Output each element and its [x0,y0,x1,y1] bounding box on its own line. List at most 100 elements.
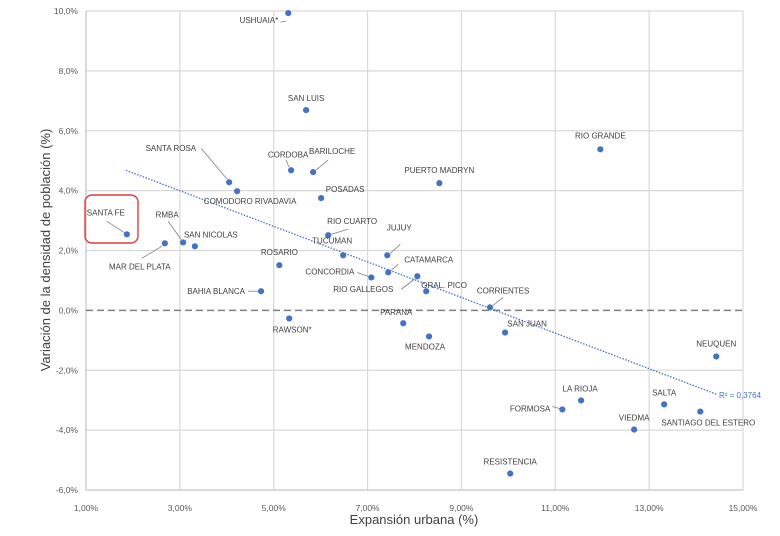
data-point-posadas [318,195,325,202]
x-tick-label: 3,00% [168,503,193,513]
data-point-corrientes [486,304,494,311]
data-point-rio-cuarto [325,232,332,239]
data-point-rmba [180,239,187,246]
data-point-viedma [631,426,638,433]
data-point-bariloche [310,168,317,176]
point-label-neuquen: NEUQUEN [696,339,736,348]
point-label-tucuman: TUCUMAN [312,236,352,245]
data-point-ushuaia [285,9,292,17]
x-tick-label: 15,00% [729,503,758,513]
point-label-gral-pico: GRAL. PICO [421,281,467,290]
point-label-catamarca: CATAMARCA [404,255,454,264]
data-point-catamarca [385,269,392,276]
data-point-rosario [276,262,283,269]
data-point-parana [400,320,407,327]
leader-line-concordia [357,272,369,277]
data-point-san-nicolas [191,243,198,250]
leader-line-rmba [167,221,182,240]
leader-line-bariloche [315,159,329,171]
leader-line-rio-cuarto [331,228,349,235]
data-point-san-juan [501,329,509,336]
leader-lines [106,20,560,409]
point-label-san-juan: SAN JUAN [507,320,547,329]
point-label-puerto-madryn: PUERTO MADRYN [404,166,474,175]
x-tick-label: 5,00% [262,503,287,513]
point-label-mendoza: MENDOZA [405,342,446,351]
data-point-santiago-del-estero [697,408,704,415]
point-label-bariloche: BARILOCHE [309,147,355,156]
data-point-tucuman [340,252,347,259]
axes [85,11,743,491]
point-label-san-nicolas: SAN NICOLAS [184,230,238,239]
point-label-rio-gallegos: RIO GALLEGOS [333,285,393,294]
y-tick-label: -4,0% [56,425,79,435]
point-label-comodoro-rivadavia: COMODORO RIVADAVIA [204,197,297,206]
data-point-rio-grande [597,146,604,153]
point-label-santiago-del-estero: SANTIAGO DEL ESTERO [661,419,755,428]
data-point-la-rioja [577,397,585,404]
x-tick-label: 9,00% [449,503,474,513]
x-tick-label: 1,00% [74,503,99,513]
point-label-san-luis: SAN LUIS [288,94,324,103]
grid [85,10,744,491]
x-tick-label: 7,00% [356,503,381,513]
point-label-mar-del-plata: MAR DEL PLATA [109,262,171,271]
leader-line-corrientes [492,297,504,306]
y-tick-label: 10,0% [54,6,79,16]
point-label-resistencia: RESISTENCIA [484,458,538,467]
data-point-rio-gallegos [414,273,421,280]
data-point-gral-pico [423,288,430,295]
data-point-jujuy [384,252,391,259]
point-label-rawson: RAWSON* [273,325,312,334]
leader-line-santa-rosa [200,147,228,180]
point-label-rmba: RMBA [156,210,180,219]
data-point-concordia [368,274,375,281]
y-tick-label: 8,0% [59,66,79,76]
leader-line-rio-gallegos [401,278,415,290]
data-point-resistencia [507,470,514,477]
leader-line-mar-del-plata [141,245,163,259]
data-point-bahia-blanca [257,288,265,295]
data-points [123,9,720,477]
point-label-viedma: VIEDMA [619,414,650,423]
point-label-rosario: ROSARIO [261,248,298,257]
data-point-cordoba [287,167,295,174]
data-point-neuquen [713,353,720,360]
point-label-concordia: CONCORDIA [305,267,355,276]
point-label-jujuy: JUJUY [387,223,413,232]
y-tick-label: 6,0% [59,126,79,136]
point-label-corrientes: CORRIENTES [477,286,529,295]
point-label-posadas: POSADAS [326,185,365,194]
data-point-san-luis [302,106,310,114]
point-label-ushuaia: USHUAIA* [240,16,279,25]
data-point-puerto-madryn [436,180,443,187]
data-point-santa-fe [123,231,130,238]
leader-line-formosa [552,406,560,409]
x-tick-label: 13,00% [635,503,664,513]
point-label-rio-cuarto: RIO CUARTO [327,217,377,226]
y-tick-label: 4,0% [59,186,79,196]
data-point-salta [661,401,668,408]
leader-line-catamarca [390,264,399,271]
data-point-rawson [286,315,293,322]
leader-line-cordoba [285,160,290,168]
leader-line-ushuaia [280,20,287,23]
point-label-bahia-blanca: BAHIA BLANCA [187,287,245,296]
x-tick-label: 11,00% [541,503,570,513]
highlight-box-santa-fe [84,194,139,244]
y-tick-label: -6,0% [56,485,79,495]
data-point-comodoro-rivadavia [234,188,241,195]
r-squared-label: R² = 0,3764 [719,391,762,400]
leader-line-jujuy [390,243,401,254]
data-point-mar-del-plata [161,240,168,247]
trendline [125,169,718,396]
leader-line-santa-fe [106,220,125,233]
y-tick-label: -2,0% [56,365,79,375]
x-axis-title: Expansión urbana (%) [350,512,479,527]
point-label-salta: SALTA [652,388,677,397]
tick-labels: 1,00% 3,00% 5,00% 7,00% 9,00% 11,00% 13,00% 15,… [54,6,758,513]
data-point-mendoza [425,333,433,340]
y-tick-label: 2,0% [59,246,79,256]
point-label-santa-fe: SANTA FE [87,208,125,217]
